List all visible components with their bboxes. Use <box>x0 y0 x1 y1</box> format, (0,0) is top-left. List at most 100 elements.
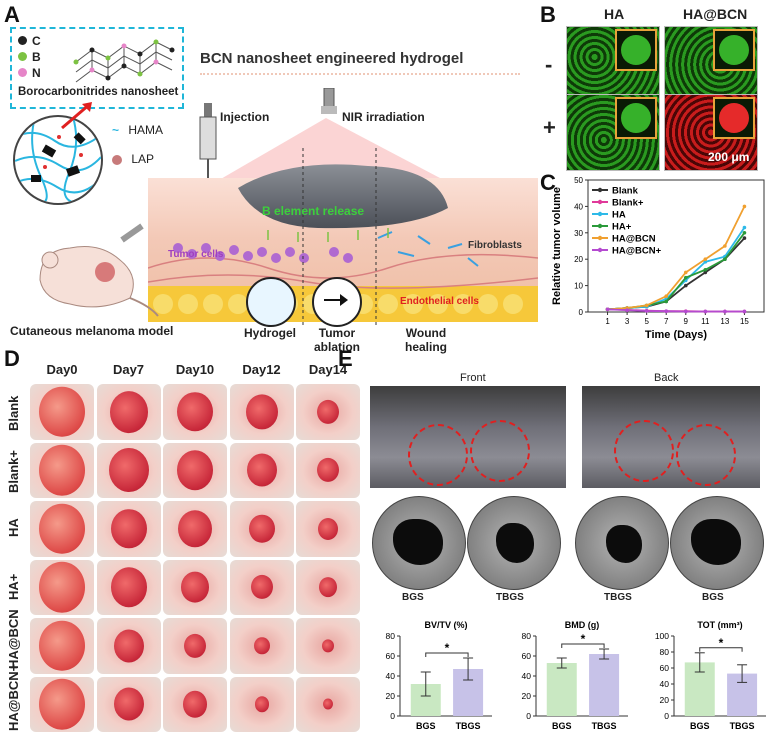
ablation-arrow-icon <box>324 294 348 306</box>
inset-ha-minus <box>615 29 657 71</box>
model-label: Cutaneous melanoma model <box>10 324 174 338</box>
wound-lesion <box>39 386 85 438</box>
series-point <box>703 309 708 314</box>
wound-photo <box>296 559 360 615</box>
series-point <box>644 303 649 308</box>
wound-lesion <box>177 450 213 491</box>
x-tick-label: 9 <box>684 317 689 326</box>
group-label: HA <box>6 518 21 538</box>
ct-back-defect-right <box>676 424 736 486</box>
wound-healing-label: Wound healing <box>405 326 448 354</box>
panel-a-letter: A <box>4 2 20 27</box>
y-tick-label: 0 <box>526 711 531 721</box>
y-tick-label: 100 <box>655 631 669 641</box>
wound-lesion <box>108 448 149 493</box>
wound-lesion <box>113 629 144 663</box>
y-tick-label: 20 <box>386 691 396 701</box>
ct-label-2: TBGS <box>496 592 524 603</box>
wound-lesion <box>39 620 85 672</box>
group-label: HA@BCN+ <box>6 663 21 731</box>
significance-star: * <box>581 632 586 646</box>
series-line-HA@BCN+ <box>607 308 745 313</box>
panel-a-title: BCN nanosheet engineered hydrogel <box>200 50 464 67</box>
tumor-ablation-circle <box>312 277 362 327</box>
y-tick-label: 40 <box>574 202 583 211</box>
back-label: Back <box>654 372 679 384</box>
wound-lesion <box>113 687 144 721</box>
wound-photo <box>163 442 227 498</box>
legend-label: HA+ <box>612 222 632 233</box>
y-axis-label: Relative tumor volume <box>551 187 563 305</box>
series-point <box>664 309 669 314</box>
front-label: Front <box>460 372 486 384</box>
group-label: HA+ <box>6 573 21 600</box>
wound-lesion <box>39 503 85 555</box>
wound-photo <box>229 676 294 732</box>
series-line-HA@BCN <box>607 206 746 311</box>
wound-photo <box>229 501 294 557</box>
mouse-illustration <box>39 223 159 317</box>
wound-photo <box>163 676 227 732</box>
legend-marker <box>597 211 603 217</box>
x-tick-label: 3 <box>625 317 630 326</box>
y-tick-label: 60 <box>522 651 532 661</box>
y-tick-label: 60 <box>386 651 396 661</box>
bar-chart-title: BV/TV (%) <box>424 620 467 630</box>
ct-zoom-bgs-front <box>372 496 466 590</box>
wound-photo <box>30 384 94 440</box>
y-tick-label: 50 <box>574 176 583 185</box>
wound-photo <box>30 501 94 557</box>
wound-photo <box>163 618 227 674</box>
series-point <box>625 308 629 312</box>
wound-lesion <box>39 561 85 613</box>
nitrogen-dot-icon <box>18 68 27 77</box>
y-tick-label: 0 <box>579 308 584 317</box>
endothelial-label: Endothelial cells <box>400 296 479 307</box>
y-tick-label: 20 <box>660 695 670 705</box>
wound-lesion <box>323 698 333 710</box>
carbon-dot-icon <box>18 36 27 45</box>
nanosheet-lattice-icon <box>73 39 175 83</box>
wound-photo <box>163 559 227 615</box>
col-label-ha-bcn: HA@BCN <box>683 6 748 22</box>
category-label: TBGS <box>730 721 755 731</box>
x-tick-label: 1 <box>605 317 610 326</box>
injection-label: Injection <box>220 110 270 124</box>
wound-photo <box>30 676 94 732</box>
inset-habcn-minus <box>713 29 755 71</box>
legend-label: Blank <box>612 186 639 197</box>
wound-photo <box>229 618 294 674</box>
micro-habcn-plus <box>664 94 758 171</box>
ct-front-defect-left <box>408 424 468 486</box>
inset-ha-plus <box>615 97 657 139</box>
hama-wave-icon: ~ <box>112 123 120 137</box>
ct-label-1: BGS <box>402 592 424 603</box>
ct-label-3: TBGS <box>604 592 632 603</box>
ct-zoom-bgs-back <box>670 496 764 590</box>
wound-lesion <box>250 575 273 600</box>
panel-b-letter: B <box>540 2 556 27</box>
wound-lesion <box>254 696 269 712</box>
wound-photo <box>296 442 360 498</box>
wound-photo <box>296 676 360 732</box>
x-tick-label: 5 <box>644 317 649 326</box>
legend-marker <box>597 247 603 253</box>
y-tick-label: 40 <box>660 679 670 689</box>
legend-label: Blank+ <box>612 198 644 209</box>
wound-lesion <box>39 444 85 496</box>
micro-ha-minus <box>566 26 660 103</box>
wound-lesion <box>317 458 339 483</box>
wound-photo <box>30 618 94 674</box>
wound-photo <box>96 442 161 498</box>
day-label: Day0 <box>46 362 78 377</box>
row-label-plus: + <box>543 115 556 140</box>
wound-lesion <box>322 639 334 653</box>
wound-lesion <box>318 517 338 540</box>
wound-photo <box>229 559 294 615</box>
legend-marker <box>597 223 603 229</box>
series-point <box>742 236 747 240</box>
panel-c-letter: C <box>540 170 556 195</box>
x-tick-label: 15 <box>740 317 749 326</box>
bar-chart-title: BMD (g) <box>565 620 600 630</box>
